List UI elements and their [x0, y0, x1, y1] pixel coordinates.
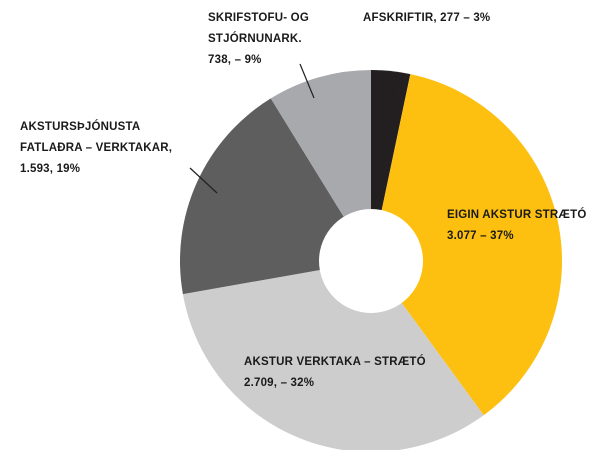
- slice-label: AKSTURSÞJÓNUSTA FATLAÐRA – VERKTAKAR, 1.5…: [20, 117, 205, 180]
- slice: [371, 74, 562, 416]
- value-label: 738, – 9%: [208, 54, 262, 66]
- slice: [182, 261, 484, 450]
- slice-label: AFSKRIFTIR, 277 – 3%: [363, 8, 490, 29]
- value-label: 3.077 – 37%: [447, 230, 514, 242]
- value-label: 2.709, – 32%: [244, 377, 315, 389]
- value-label: 277 – 3%: [440, 12, 491, 24]
- slice-label: AKSTUR VERKTAKA – STRÆTÓ 2.709, – 32%: [244, 352, 426, 394]
- slice-label: SKRIFSTOFU- OG STJÓRNUNARK. 738, – 9%: [208, 8, 323, 71]
- donut-hole: [319, 209, 423, 313]
- value-label: 1.593, 19%: [20, 163, 81, 175]
- slice-label: EIGIN AKSTUR STRÆTÓ 3.077 – 37%: [447, 205, 586, 247]
- leader-line: [299, 63, 315, 99]
- category-label: AFSKRIFTIR,: [363, 12, 437, 24]
- category-label: AKSTURSÞJÓNUSTA FATLAÐRA – VERKTAKAR,: [20, 121, 173, 154]
- category-label: AKSTUR VERKTAKA – STRÆTÓ: [244, 356, 426, 368]
- category-label: EIGIN AKSTUR STRÆTÓ: [447, 209, 587, 221]
- leader-line: [189, 167, 218, 194]
- slice: [270, 70, 371, 261]
- category-label: SKRIFSTOFU- OG STJÓRNUNARK.: [208, 12, 309, 45]
- leader-line: [390, 71, 398, 103]
